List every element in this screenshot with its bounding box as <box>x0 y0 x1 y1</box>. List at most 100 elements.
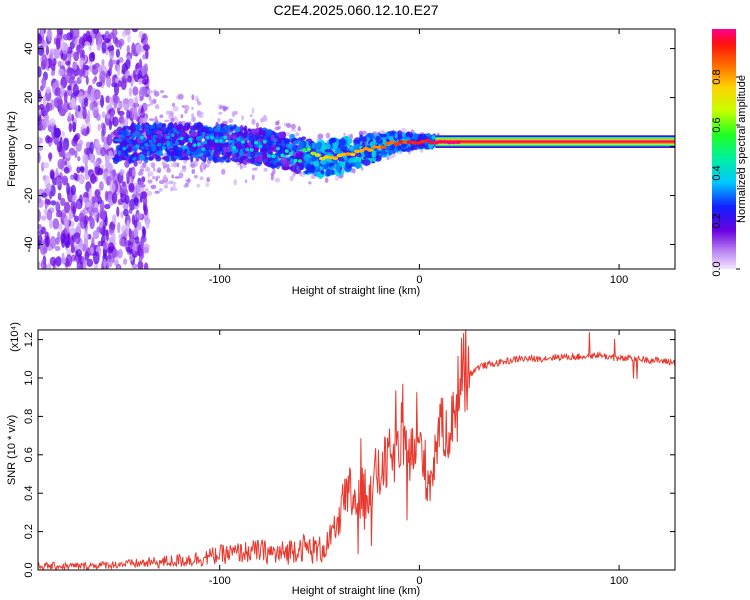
heatmap-noise-cell <box>52 57 57 66</box>
heatmap-noise-cell <box>251 118 255 124</box>
heatmap-band-cell <box>221 155 227 160</box>
heatmap-noise-cell <box>251 174 255 181</box>
heatmap-noise-cell <box>55 167 59 178</box>
heatmap-ridge-cell <box>371 145 378 149</box>
heatmap-noise-cell <box>127 34 131 43</box>
heatmap-band-cell <box>270 134 275 142</box>
heatmap-band-cell <box>195 136 203 141</box>
spectrogram-x-label: Height of straight line (km) <box>292 285 420 297</box>
heatmap-noise-cell <box>178 172 184 179</box>
heatmap-ridge-cell <box>166 135 171 140</box>
heatmap-noise-cell <box>78 36 86 49</box>
heatmap-band-cell <box>235 126 241 133</box>
heatmap-noise-cell <box>152 167 156 172</box>
heatmap-noise-cell <box>149 118 155 122</box>
heatmap-band-cell <box>266 129 273 135</box>
heatmap-noise-cell <box>92 29 100 35</box>
heatmap-noise-cell <box>140 237 144 250</box>
heatmap-noise-cell <box>44 208 48 216</box>
heatmap-noise-cell <box>46 263 52 269</box>
heatmap-noise-cell <box>106 134 113 146</box>
heatmap-noise-cell <box>91 66 99 76</box>
heatmap-noise-cell <box>168 110 172 116</box>
heatmap-noise-cell <box>130 230 135 240</box>
heatmap-noise-cell <box>128 87 133 97</box>
heatmap-noise-cell <box>66 249 71 257</box>
heatmap-noise-cell <box>45 86 51 94</box>
heatmap-noise-cell <box>56 141 63 153</box>
heatmap-noise-cell <box>138 70 143 78</box>
heatmap-ridge-cell <box>135 144 140 148</box>
heatmap-band-cell <box>161 156 169 160</box>
heatmap-band-cell <box>208 128 213 132</box>
heatmap-noise-cell <box>343 133 346 136</box>
heatmap-noise-cell <box>64 73 72 84</box>
heatmap-band-cell <box>156 134 162 139</box>
heatmap-noise-cell <box>67 85 73 91</box>
heatmap-band-cell <box>191 139 195 143</box>
heatmap-noise-cell <box>41 42 48 48</box>
heatmap-noise-cell <box>50 200 57 206</box>
heatmap-band-cell <box>155 138 160 145</box>
heatmap-ridge-cell <box>254 140 259 145</box>
heatmap-ridge-cell <box>122 146 127 151</box>
heatmap-noise-cell <box>133 227 138 239</box>
heatmap-band-cell <box>117 131 122 135</box>
heatmap-noise-cell <box>38 136 42 144</box>
heatmap-band-cell <box>389 150 394 154</box>
heatmap-band-cell <box>326 169 334 175</box>
heatmap-noise-cell <box>123 258 128 265</box>
heatmap-band-cell <box>306 167 313 173</box>
heatmap-noise-cell <box>234 110 238 115</box>
colorbar-ticks: 0.0 0.2 0.4 0.6 0.8 <box>711 69 740 277</box>
heatmap-noise-cell <box>159 114 164 119</box>
heatmap-ridge-cell <box>380 145 387 149</box>
heatmap-noise-cell <box>108 59 114 70</box>
heatmap-band-cell <box>239 157 243 165</box>
heatmap-noise-cell <box>171 102 176 107</box>
heatmap-noise-cell <box>105 95 111 103</box>
heatmap-noise-cell <box>201 161 206 166</box>
heatmap-ridge-cell <box>411 140 418 145</box>
heatmap-noise-cell <box>79 48 84 61</box>
heatmap-noise-cell <box>197 101 202 106</box>
heatmap-band-cell <box>217 123 221 131</box>
heatmap-noise-cell <box>137 193 143 197</box>
heatmap-band-cell <box>167 122 174 130</box>
spectrogram-y-tick-label: 0 <box>23 143 35 149</box>
heatmap-noise-cell <box>90 173 97 184</box>
heatmap-noise-cell <box>147 179 153 184</box>
heatmap-noise-cell <box>100 94 105 108</box>
heatmap-band-cell <box>170 150 174 156</box>
heatmap-band-cell <box>143 153 148 157</box>
heatmap-band-cell <box>223 142 229 148</box>
spectrogram-axes: -100 0 100 -40 -20 0 20 40 <box>23 29 675 286</box>
heatmap-band-cell <box>112 157 119 164</box>
heatmap-ridge-cell <box>362 146 369 151</box>
heatmap-noise-cell <box>119 169 125 176</box>
heatmap-band-cell <box>253 147 259 153</box>
heatmap-noise-cell <box>42 162 50 169</box>
heatmap-ridge-cell <box>175 140 179 145</box>
heatmap-noise-cell <box>183 159 188 164</box>
heatmap-noise-cell <box>96 81 103 88</box>
heatmap-band-cell <box>145 156 149 160</box>
heatmap-noise-cell <box>81 128 88 136</box>
spectrogram-y-label: Frequency (Hz) <box>6 111 18 187</box>
heatmap-noise-cell <box>137 260 144 269</box>
heatmap-noise-cell <box>96 32 103 46</box>
heatmap-noise-cell <box>126 44 130 55</box>
heatmap-ridge-cell <box>310 151 317 156</box>
heatmap-noise-cell <box>82 62 86 75</box>
heatmap-band-cell <box>338 138 346 147</box>
heatmap-noise-cell <box>116 65 121 77</box>
colorbar-tick-label: 0.4 <box>711 165 723 180</box>
heatmap-noise-cell <box>75 200 81 210</box>
snr-x-tick-label: -100 <box>209 575 231 587</box>
heatmap-noise-cell <box>70 245 75 254</box>
heatmap-noise-cell <box>84 174 90 181</box>
heatmap-noise-cell <box>65 254 73 267</box>
heatmap-noise-cell <box>142 161 147 168</box>
heatmap-noise-cell <box>52 82 56 94</box>
heatmap-band-cell <box>347 158 353 164</box>
